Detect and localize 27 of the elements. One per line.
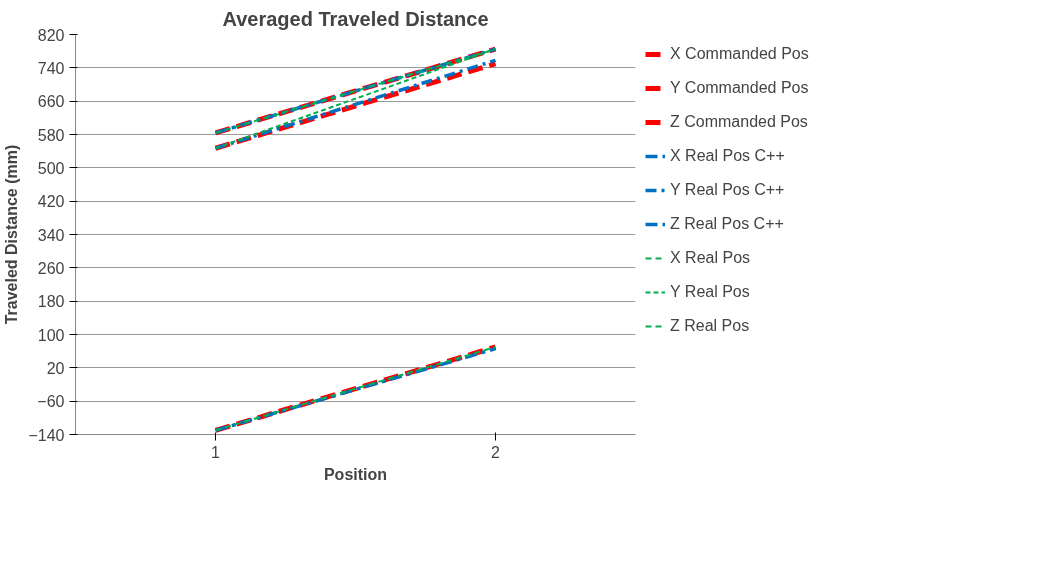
legend-label: Z Commanded Pos [670, 113, 808, 131]
x-axis-title: Position [323, 465, 388, 483]
y-tick-label: 100 [37, 326, 65, 344]
legend-label: Y Commanded Pos [670, 79, 809, 97]
x-tick-label: 1 [211, 443, 221, 461]
chart-title: Averaged Traveled Distance [222, 7, 489, 30]
y-tick-label: 820 [37, 26, 65, 44]
y-axis-title: Traveled Distance (mm) [3, 144, 21, 325]
legend-label: X Real Pos [670, 249, 751, 267]
y-tick-label: 180 [37, 293, 65, 311]
legend-label: X Real Pos C++ [670, 147, 785, 165]
y-tick-label: 420 [37, 193, 65, 211]
y-tick-label: 20 [46, 359, 65, 377]
y-tick-label: 500 [37, 159, 65, 177]
y-tick-label: 260 [37, 259, 65, 277]
legend-label: Z Real Pos C++ [670, 215, 784, 233]
y-tick-label: 340 [37, 226, 65, 244]
legend-label: Z Real Pos [670, 317, 750, 335]
legend-label: X Commanded Pos [670, 45, 809, 63]
y-tick-label: 740 [37, 59, 65, 77]
legend-label: Y Real Pos C++ [670, 181, 785, 199]
y-tick-label: −60 [37, 393, 65, 411]
legend-label: Y Real Pos [670, 283, 750, 301]
y-tick-label: 660 [37, 93, 65, 111]
x-tick-label: 2 [491, 443, 501, 461]
y-tick-label: −140 [28, 426, 65, 444]
y-tick-label: 580 [37, 126, 65, 144]
